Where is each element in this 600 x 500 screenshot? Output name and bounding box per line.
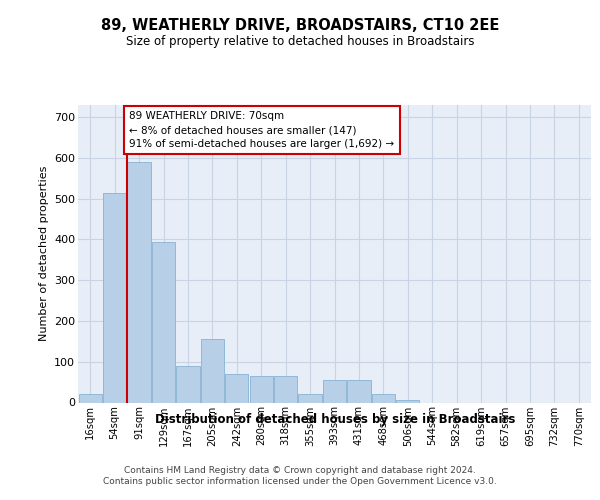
Text: Size of property relative to detached houses in Broadstairs: Size of property relative to detached ho… [126, 35, 474, 48]
Text: Distribution of detached houses by size in Broadstairs: Distribution of detached houses by size … [155, 412, 515, 426]
Bar [201, 340, 224, 402]
Text: 89, WEATHERLY DRIVE, BROADSTAIRS, CT10 2EE: 89, WEATHERLY DRIVE, BROADSTAIRS, CT10 2… [101, 18, 499, 32]
Text: 89 WEATHERLY DRIVE: 70sqm
← 8% of detached houses are smaller (147)
91% of semi-: 89 WEATHERLY DRIVE: 70sqm ← 8% of detach… [130, 111, 394, 149]
Bar [250, 376, 273, 402]
Bar [225, 374, 248, 402]
Text: Contains public sector information licensed under the Open Government Licence v3: Contains public sector information licen… [103, 478, 497, 486]
Bar [347, 380, 371, 402]
Bar [274, 376, 297, 402]
Bar [372, 394, 395, 402]
Bar [79, 394, 102, 402]
Bar [298, 394, 322, 402]
Bar [396, 400, 419, 402]
Bar [103, 192, 126, 402]
Bar [152, 242, 175, 402]
Bar [323, 380, 346, 402]
Y-axis label: Number of detached properties: Number of detached properties [38, 166, 49, 342]
Text: Contains HM Land Registry data © Crown copyright and database right 2024.: Contains HM Land Registry data © Crown c… [124, 466, 476, 475]
Bar [127, 162, 151, 402]
Bar [176, 366, 200, 403]
